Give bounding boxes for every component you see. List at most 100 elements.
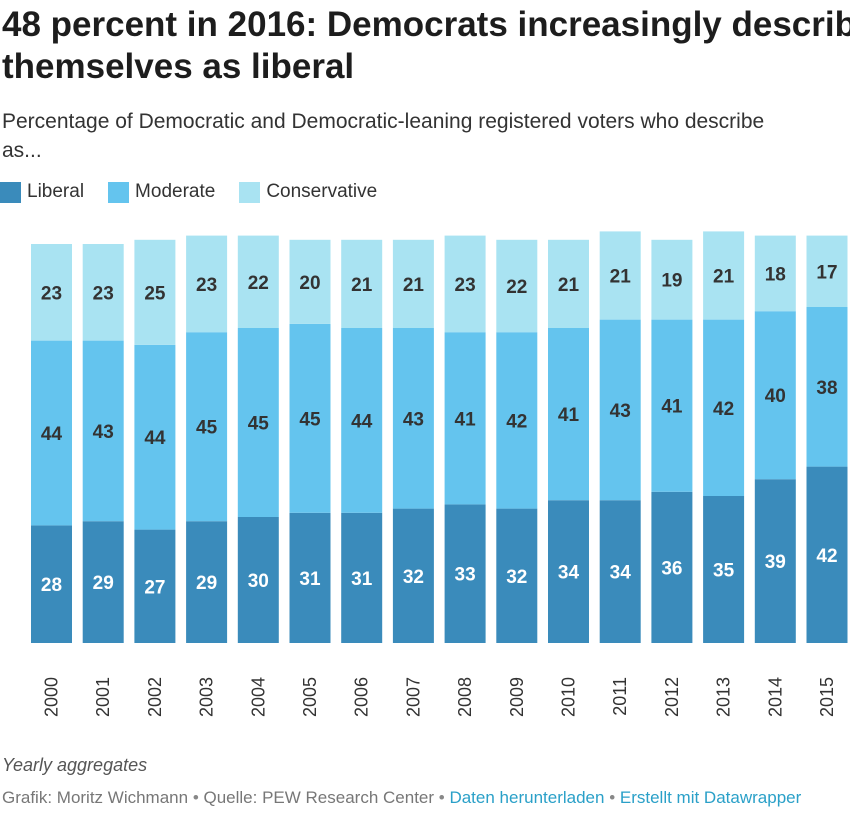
- bar-conservative-2001: [82, 244, 124, 341]
- data-label-conservative-2003: 23: [196, 275, 217, 296]
- data-label-conservative-2012: 19: [661, 271, 682, 292]
- legend-label-moderate: Moderate: [135, 181, 216, 202]
- data-label-liberal-2006: 31: [351, 569, 373, 590]
- bar-liberal-2001: [82, 521, 124, 643]
- data-label-moderate-2006: 44: [351, 411, 373, 432]
- bar-liberal-2003: [186, 521, 228, 643]
- bar-conservative-2007: [392, 239, 434, 328]
- chart-legend: Liberal Moderate Conservative: [0, 180, 401, 204]
- data-label-liberal-2011: 34: [610, 563, 632, 584]
- data-label-moderate-2004: 45: [248, 414, 270, 435]
- x-tick-label-2010: 2010: [559, 677, 579, 717]
- bar-conservative-2013: [703, 231, 745, 320]
- chart-title: 48 percent in 2016: Democrats increasing…: [2, 4, 850, 88]
- bar-liberal-2006: [341, 512, 383, 643]
- chart-footer: Grafik: Moritz Wichmann • Quelle: PEW Re…: [2, 788, 801, 808]
- bar-conservative-2002: [134, 239, 176, 345]
- bar-conservative-2012: [651, 239, 693, 320]
- stacked-bar-chart: 28 44 23 2000 29 43 23 2001 27 44 25 2002 29 45 23 2003…: [31, 231, 848, 717]
- x-tick-label-2011: 2011: [610, 677, 630, 716]
- x-tick-label-2003: 2003: [197, 677, 217, 717]
- data-label-conservative-2002: 25: [144, 283, 166, 304]
- data-label-liberal-2009: 32: [506, 567, 527, 588]
- data-label-moderate-2010: 41: [558, 405, 580, 426]
- bar-moderate-2001: [82, 340, 124, 522]
- data-label-liberal-2014: 39: [765, 552, 786, 573]
- legend-label-liberal: Liberal: [27, 181, 85, 202]
- data-label-liberal-2003: 29: [196, 573, 217, 594]
- chart-title-line-2: themselves as liberal: [2, 47, 355, 86]
- bar-moderate-2005: [289, 323, 331, 513]
- data-label-moderate-2007: 43: [403, 409, 424, 430]
- bar-liberal-2015: [806, 466, 848, 643]
- legend-swatch-liberal: [0, 181, 21, 203]
- bar-moderate-2012: [651, 319, 693, 492]
- bar-moderate-2007: [392, 328, 434, 509]
- x-tick-label-2001: 2001: [93, 677, 113, 717]
- bar-moderate-2000: [31, 340, 72, 526]
- download-data-link[interactable]: Daten herunterladen: [449, 788, 605, 807]
- bar-liberal-2013: [703, 496, 745, 643]
- bar-liberal-2000: [31, 525, 72, 643]
- bar-liberal-2010: [548, 500, 589, 643]
- bar-moderate-2010: [548, 328, 589, 501]
- bar-liberal-2012: [651, 491, 693, 643]
- data-label-conservative-2001: 23: [93, 283, 114, 304]
- data-label-moderate-2001: 43: [93, 422, 114, 443]
- x-tick-label-2007: 2007: [403, 677, 423, 717]
- x-tick-label-2006: 2006: [352, 677, 372, 717]
- data-label-conservative-2015: 17: [816, 262, 837, 283]
- footer-separator: •: [604, 788, 620, 807]
- bar-moderate-2011: [599, 319, 641, 501]
- bar-conservative-2005: [289, 239, 331, 324]
- bar-conservative-2003: [186, 235, 228, 333]
- x-tick-label-2015: 2015: [817, 677, 837, 717]
- data-label-liberal-2015: 42: [816, 546, 837, 567]
- footer-separator: •: [188, 788, 204, 807]
- data-label-moderate-2012: 41: [661, 397, 683, 418]
- bar-conservative-2004: [237, 235, 279, 328]
- data-label-moderate-2014: 40: [765, 386, 786, 407]
- data-label-moderate-2000: 44: [41, 424, 63, 445]
- bar-liberal-2014: [754, 479, 796, 643]
- data-label-conservative-2013: 21: [713, 267, 735, 288]
- bar-moderate-2006: [341, 328, 383, 513]
- bar-conservative-2011: [599, 231, 641, 320]
- bar-liberal-2005: [289, 512, 331, 643]
- data-label-liberal-2000: 28: [41, 575, 62, 596]
- data-label-liberal-2008: 33: [455, 565, 476, 586]
- bar-conservative-2009: [496, 239, 538, 333]
- bar-conservative-2010: [548, 239, 589, 328]
- data-label-liberal-2010: 34: [558, 563, 580, 584]
- data-label-liberal-2001: 29: [93, 573, 114, 594]
- bar-moderate-2009: [496, 332, 538, 509]
- bar-conservative-2015: [806, 235, 848, 307]
- data-label-conservative-2004: 22: [248, 273, 269, 294]
- bar-liberal-2008: [444, 504, 486, 643]
- legend-item-liberal: Liberal: [0, 181, 84, 203]
- legend-swatch-conservative: [239, 181, 261, 203]
- source-text: Quelle: PEW Research Center: [203, 788, 435, 807]
- chart-subtitle: Percentage of Democratic and Democratic-…: [2, 107, 850, 165]
- data-label-conservative-2000: 23: [41, 283, 62, 304]
- x-tick-label-2009: 2009: [507, 677, 527, 717]
- datawrapper-link[interactable]: Erstellt mit Datawrapper: [619, 788, 802, 807]
- data-label-moderate-2013: 42: [713, 399, 734, 420]
- data-label-conservative-2005: 20: [299, 273, 320, 294]
- x-tick-label-2012: 2012: [662, 677, 682, 717]
- bar-conservative-2008: [444, 235, 486, 333]
- data-label-moderate-2011: 43: [610, 401, 631, 422]
- bar-liberal-2009: [496, 508, 538, 643]
- data-label-moderate-2015: 38: [816, 378, 837, 399]
- bar-conservative-2006: [341, 239, 383, 328]
- data-label-conservative-2010: 21: [558, 275, 580, 296]
- data-label-moderate-2009: 42: [506, 411, 527, 432]
- bar-liberal-2004: [237, 517, 279, 643]
- legend-label-conservative: Conservative: [266, 181, 378, 202]
- legend-item-conservative: Conservative: [239, 181, 377, 203]
- data-label-liberal-2002: 27: [144, 577, 165, 598]
- legend-item-moderate: Moderate: [108, 181, 215, 203]
- x-tick-label-2002: 2002: [145, 677, 165, 717]
- footer-separator: •: [434, 788, 450, 807]
- data-label-moderate-2003: 45: [196, 418, 218, 439]
